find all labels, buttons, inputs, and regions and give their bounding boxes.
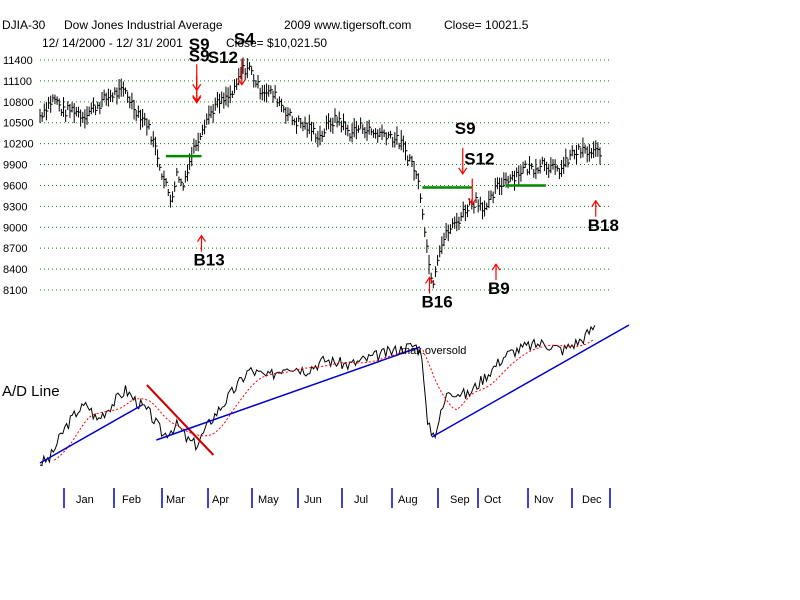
ad-trend-apr: [156, 346, 421, 441]
ad-trend-jan: [39, 404, 143, 464]
month-label-jan: Jan: [76, 494, 94, 506]
signal-label-s9-mar: S9: [189, 35, 210, 54]
chart-close-text: Close= $10,021.50: [226, 36, 328, 50]
y-tick-label: 8400: [3, 264, 27, 276]
signal-arrowhead-b9-oct: [491, 263, 501, 271]
signal-label-b13-apr: B13: [194, 251, 225, 270]
month-label-jun: Jun: [304, 494, 322, 506]
y-tick-label: 9600: [3, 180, 27, 192]
signal-arrowhead-b13-apr: [197, 234, 206, 242]
signal-arrowhead-b18-dec: [591, 199, 601, 208]
y-tick-label: 9900: [3, 160, 27, 172]
month-label-sep: Sep: [450, 494, 470, 506]
ad-line-panel: A/D Line max.oversold: [2, 324, 630, 467]
y-tick-label: 11100: [3, 76, 32, 88]
y-tick-label: 8100: [3, 285, 27, 297]
signal-label-s12-oct: S12: [464, 150, 494, 169]
month-label-dec: Dec: [582, 494, 602, 506]
signal-arrowhead-b16-sep: [425, 276, 434, 284]
signal-arrowhead-s4-may: [237, 78, 247, 86]
ad-annotation-max-oversold: max.oversold: [401, 345, 466, 357]
signal-label-b9-oct: B9: [488, 279, 510, 298]
ad-line-label: A/D Line: [2, 383, 60, 400]
signal-label-s12-mar: S12: [208, 48, 238, 67]
signal-label-b18-dec: B18: [588, 216, 619, 235]
y-tick-label: 10800: [3, 97, 34, 109]
month-label-aug: Aug: [398, 494, 418, 506]
ad-trend-mar-red: [146, 384, 215, 456]
y-tick-label: 10500: [3, 118, 34, 130]
price-axis-ticks: 11400 11100 10800 10500 10200 9900 9600 9300 900…: [3, 55, 34, 297]
month-label-apr: Apr: [212, 494, 229, 506]
signal-label-s9-sep: S9: [455, 119, 476, 138]
signal-label-b16-sep: B16: [422, 292, 453, 311]
ad-line-moving-average: [54, 338, 595, 461]
signal-label-s4-may: S4: [234, 30, 255, 49]
signal-arrowhead-s12-mar: [192, 96, 202, 104]
price-bars: [39, 57, 603, 289]
month-label-may: May: [258, 494, 279, 506]
chart-ticker: DJIA-30: [2, 18, 46, 32]
ad-trend-sep: [431, 324, 630, 438]
y-tick-label: 9000: [3, 222, 27, 234]
month-label-oct: Oct: [484, 494, 501, 506]
month-label-jul: Jul: [354, 494, 368, 506]
chart-date-range: 12/ 14/2000 - 12/ 31/ 2001: [42, 36, 183, 50]
y-tick-label: 10200: [3, 139, 34, 151]
ad-line-series: [39, 325, 596, 467]
chart-close-label: Close= 10021.5: [444, 18, 529, 32]
resistance-levels: [165, 154, 546, 189]
chart-title: Dow Jones Industrial Average: [64, 18, 223, 32]
signal-label-s9-mar-2: S9: [189, 46, 210, 65]
chart-year-site: 2009 www.tigersoft.com: [284, 18, 412, 32]
price-gridlines: [40, 59, 612, 291]
month-axis: Jan Feb Mar Apr May Jun Jul Aug Sep Oct Nov Dec: [63, 488, 611, 508]
month-label-feb: Feb: [122, 494, 141, 506]
month-label-nov: Nov: [534, 494, 554, 506]
y-tick-label: 11400: [3, 55, 33, 67]
y-tick-label: 8700: [3, 243, 27, 255]
signal-arrowhead-s12-oct: [467, 198, 477, 206]
y-tick-label: 9300: [3, 201, 27, 213]
month-label-mar: Mar: [166, 494, 185, 506]
signal-arrowhead-s9-sep: [458, 167, 468, 175]
